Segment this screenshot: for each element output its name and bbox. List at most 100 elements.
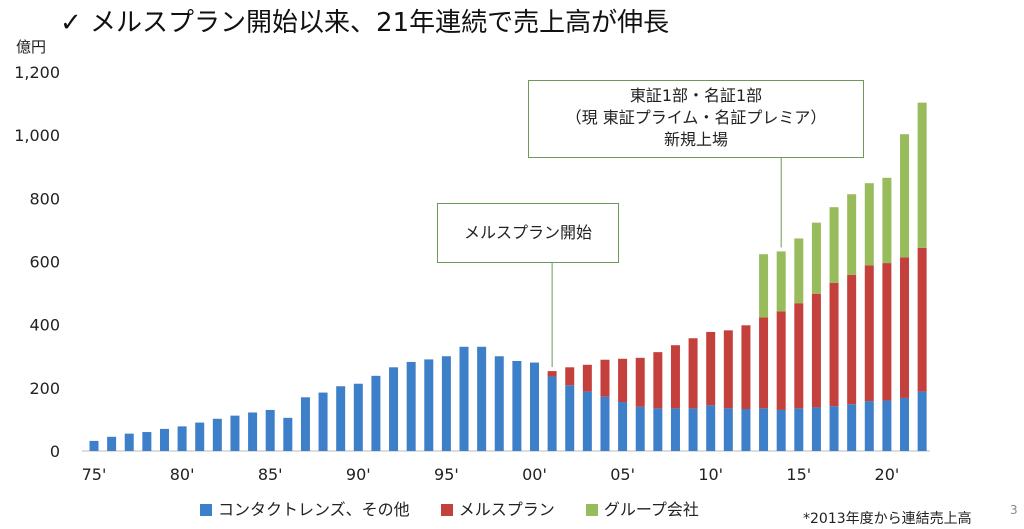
x-tick-label: 80' (170, 465, 195, 484)
bar-mels-plan-2021 (900, 257, 910, 398)
bar-group-companies-2017 (829, 207, 839, 283)
legend-item-mels-plan: メルスプラン (440, 496, 555, 520)
footnote: *2013年度から連結売上高 (803, 511, 972, 527)
legend-swatch-group-companies (585, 504, 598, 516)
bar-contact-lens-2020 (882, 400, 892, 451)
bar-contact-lens-1992 (389, 367, 399, 451)
bar-contact-lens-1980 (177, 426, 187, 451)
y-tick-label: 400 (29, 316, 60, 335)
bar-group-companies-2016 (811, 222, 821, 294)
bar-mels-plan-2006 (635, 357, 645, 407)
bar-contact-lens-1981 (195, 422, 205, 451)
chart-legend: コンタクトレンズ、その他 メルスプラン グループ会社 (200, 496, 725, 520)
bar-contact-lens-2003 (582, 391, 592, 451)
callout-listing-line-1: 東証1部・名証1部 (629, 86, 763, 105)
bar-group-companies-2019 (864, 183, 874, 266)
bar-contact-lens-2015 (794, 408, 804, 451)
bar-mels-plan-2020 (882, 263, 892, 401)
bar-contact-lens-1998 (494, 356, 504, 451)
bar-contact-lens-1976 (107, 436, 117, 451)
bar-group-companies-2013 (759, 254, 769, 318)
bar-contact-lens-2011 (723, 408, 733, 451)
bar-contact-lens-1987 (300, 397, 310, 451)
callout-listing-line-3: 新規上場 (663, 130, 728, 149)
bar-contact-lens-2010 (706, 405, 716, 451)
bar-contact-lens-2006 (635, 406, 645, 451)
y-tick-label: 800 (29, 189, 60, 208)
legend-label-contact-lens: コンタクトレンズ、その他 (218, 500, 410, 519)
bar-contact-lens-1995 (441, 356, 451, 451)
bar-mels-plan-2010 (706, 331, 716, 406)
bar-contact-lens-2009 (688, 408, 698, 451)
bar-contact-lens-2005 (618, 402, 628, 451)
legend-item-contact-lens: コンタクトレンズ、その他 (200, 496, 410, 520)
bar-mels-plan-2022 (917, 247, 927, 392)
x-tick-label: 05' (610, 465, 635, 484)
bar-contact-lens-1991 (371, 375, 381, 451)
bar-mels-plan-2001 (547, 371, 557, 377)
x-tick-label: 20' (875, 465, 900, 484)
bar-group-companies-2018 (847, 194, 857, 275)
bar-mels-plan-2018 (847, 274, 857, 405)
bar-mels-plan-2008 (670, 345, 680, 409)
legend-item-group-companies: グループ会社 (585, 496, 699, 520)
bar-contact-lens-2019 (864, 401, 874, 451)
bar-mels-plan-2015 (794, 303, 804, 409)
y-tick-label: 1,200 (14, 63, 60, 82)
legend-swatch-mels-plan (440, 504, 453, 516)
bar-group-companies-2014 (776, 251, 786, 312)
bar-mels-plan-2011 (723, 330, 733, 409)
y-tick-label: 0 (50, 442, 60, 461)
bar-contact-lens-2001 (547, 376, 557, 451)
bar-mels-plan-2004 (600, 359, 610, 397)
bar-group (89, 102, 927, 451)
bar-contact-lens-1978 (142, 432, 152, 451)
bar-mels-plan-2017 (829, 282, 839, 407)
bar-mels-plan-2019 (864, 265, 874, 402)
page-number: 3 (1010, 503, 1018, 517)
bar-mels-plan-2007 (653, 352, 663, 409)
x-tick-label: 75' (82, 465, 107, 484)
bar-contact-lens-1982 (212, 418, 222, 451)
bar-contact-lens-2017 (829, 406, 839, 451)
bar-mels-plan-2009 (688, 338, 698, 409)
bar-contact-lens-1994 (424, 359, 434, 451)
bar-contact-lens-1977 (124, 433, 134, 451)
bar-mels-plan-2003 (582, 364, 592, 392)
x-tick-label: 90' (346, 465, 371, 484)
bar-mels-plan-2013 (759, 317, 769, 409)
x-tick-label: 95' (434, 465, 459, 484)
y-axis-unit-label: 億円 (16, 38, 47, 56)
bar-group-companies-2021 (900, 134, 910, 258)
bar-contact-lens-2014 (776, 409, 786, 451)
bar-contact-lens-2004 (600, 396, 610, 451)
bar-mels-plan-2014 (776, 311, 786, 410)
bar-contact-lens-1999 (512, 360, 522, 451)
bar-contact-lens-2018 (847, 404, 857, 451)
legend-swatch-contact-lens (200, 504, 212, 516)
bar-contact-lens-2008 (670, 408, 680, 451)
bar-contact-lens-2022 (917, 391, 927, 451)
bar-contact-lens-2021 (900, 397, 910, 451)
bar-contact-lens-1989 (336, 386, 346, 451)
bar-contact-lens-1983 (230, 415, 240, 451)
bar-mels-plan-2005 (618, 358, 628, 403)
bar-group-companies-2020 (882, 177, 892, 264)
bar-contact-lens-2007 (653, 408, 663, 451)
bar-contact-lens-1979 (159, 428, 169, 451)
slide-title: ✓ メルスプラン開始以来、21年連続で売上高が伸長 (60, 8, 670, 38)
bar-contact-lens-2002 (565, 385, 575, 451)
callout-mels-plan-start-text: メルスプラン開始 (463, 223, 592, 242)
x-axis-ticks: 75' 80' 85' 90' 95' 00' 05' 10' 15' 20' (82, 465, 900, 484)
bar-mels-plan-2016 (811, 293, 821, 408)
y-tick-label: 200 (29, 379, 60, 398)
bar-contact-lens-1985 (265, 409, 275, 451)
bar-contact-lens-1986 (283, 417, 293, 451)
x-tick-label: 15' (786, 465, 811, 484)
bar-contact-lens-2012 (741, 408, 751, 451)
bar-contact-lens-2000 (530, 362, 539, 451)
callout-stock-listing: 東証1部・名証1部 （現 東証プライム・名証プレミア） 新規上場 (528, 80, 864, 158)
bar-contact-lens-1993 (406, 361, 416, 451)
bar-contact-lens-1984 (248, 412, 258, 451)
